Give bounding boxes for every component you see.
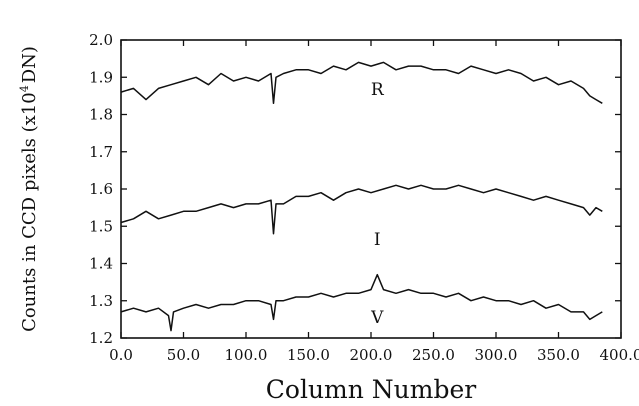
x-tick-label: 400.0 (600, 346, 639, 364)
y-tick-label: 1.3 (89, 292, 113, 310)
x-tick-label: 0.0 (109, 346, 133, 364)
x-tick-label: 200.0 (350, 346, 393, 364)
series-labels: R I V (370, 80, 385, 328)
series-label-I: I (374, 230, 381, 250)
y-tick-label: 1.2 (89, 329, 113, 347)
x-tick-label: 250.0 (412, 346, 455, 364)
y-tick-label: 1.4 (89, 255, 113, 273)
series-label-R: R (371, 80, 385, 100)
axis-ticks: 0.0 50.0 100.0 150.0 200.0 250.0 300.0 350.0 400… (89, 31, 639, 364)
y-axis-label: Counts in CCD pixels (x104 DN) (18, 46, 40, 332)
y-axis-label-unit: DN) (19, 46, 40, 83)
svg-text:Counts in CCD pixels (x104DN): Counts in CCD pixels (x104 DN) (18, 46, 40, 332)
y-tick-label: 1.9 (89, 68, 113, 86)
series-line-R (120, 61, 603, 105)
y-tick-label: 1.8 (89, 106, 113, 124)
y-tick-label: 1.7 (89, 143, 113, 161)
x-tick-label: 100.0 (225, 346, 268, 364)
x-tick-label: 350.0 (537, 346, 580, 364)
series-line-V (120, 273, 603, 332)
y-tick-label: 1.6 (89, 180, 113, 198)
y-axis-label-exponent: 4 (18, 85, 31, 92)
x-tick-label: 150.0 (287, 346, 330, 364)
x-axis-label: Column Number (266, 375, 477, 404)
series-line-I (120, 184, 603, 235)
x-tick-label: 300.0 (475, 346, 518, 364)
y-axis-label-main: Counts in CCD pixels (x10 (19, 92, 40, 332)
y-tick-label: 2.0 (89, 31, 113, 49)
y-tick-label: 1.5 (89, 217, 113, 235)
series-lines (120, 61, 603, 332)
x-tick-label: 50.0 (167, 346, 200, 364)
series-label-V: V (370, 308, 384, 328)
